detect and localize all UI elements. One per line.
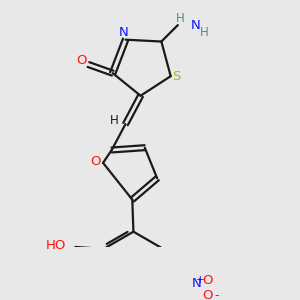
Text: N: N — [192, 277, 202, 290]
Text: H: H — [110, 114, 119, 128]
Text: N: N — [190, 20, 200, 32]
Text: HO: HO — [45, 239, 66, 252]
Text: -: - — [214, 290, 219, 300]
Text: O: O — [90, 155, 101, 168]
Text: H: H — [176, 12, 185, 25]
Text: O: O — [76, 54, 87, 67]
Text: N: N — [118, 26, 128, 39]
Text: O: O — [202, 274, 213, 287]
Text: O: O — [202, 290, 213, 300]
Text: S: S — [172, 70, 180, 83]
Text: +: + — [196, 275, 204, 285]
Text: H: H — [200, 26, 209, 39]
